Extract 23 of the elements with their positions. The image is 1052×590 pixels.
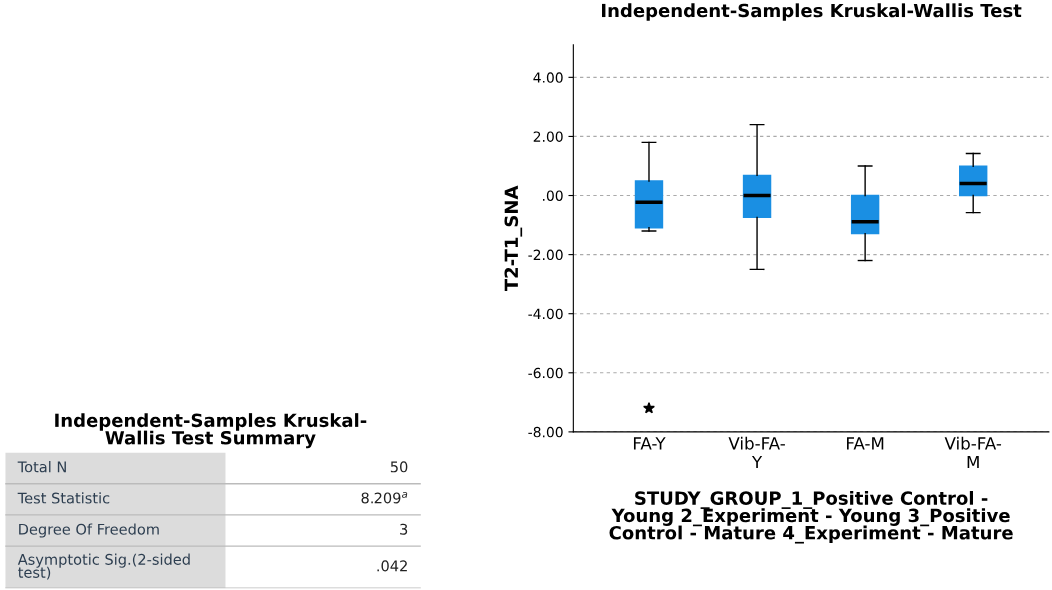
y-tick-label: -2.00: [528, 249, 563, 261]
chart-title: Independent-Samples Kruskal-Wallis Test: [602, 3, 1022, 21]
text: Independent-Samples Kruskal- Wallis Test Summary: [55, 413, 367, 449]
y-tick-label: -6.00: [528, 367, 563, 379]
x-tick-label: FA-Y: [633, 437, 666, 450]
text: Asymptotic Sig.(2-sided test): [17, 553, 190, 580]
text: 50: [390, 461, 408, 473]
x-axis-title: STUDY_GROUP_1_Positive Control - Young 2_Experiment - Young 3_Positive Control - Mature 4_Experiment - Mature: [609, 490, 1013, 544]
x-tick-label: Vib-FA- Y: [728, 436, 785, 469]
y-tick-label: -4.00: [528, 308, 563, 320]
x-tick-label: Vib-FA- M: [944, 436, 1002, 469]
text: .042: [377, 560, 407, 572]
y-tick-label: .00: [543, 190, 563, 201]
x-tick-label: FA-M: [847, 437, 884, 450]
text: Total N: [17, 461, 66, 473]
text: 3: [400, 523, 408, 535]
text: 8.209$^{a}$: [361, 491, 408, 504]
y-tick-label: 4.00: [533, 72, 563, 83]
text: Test Statistic: [17, 492, 110, 504]
y-axis-title: T2-T1_SNA: [504, 185, 523, 292]
y-tick-label: -8.00: [528, 426, 563, 438]
text: Degree Of Freedom: [19, 523, 159, 538]
y-tick-label: 2.00: [533, 131, 563, 142]
